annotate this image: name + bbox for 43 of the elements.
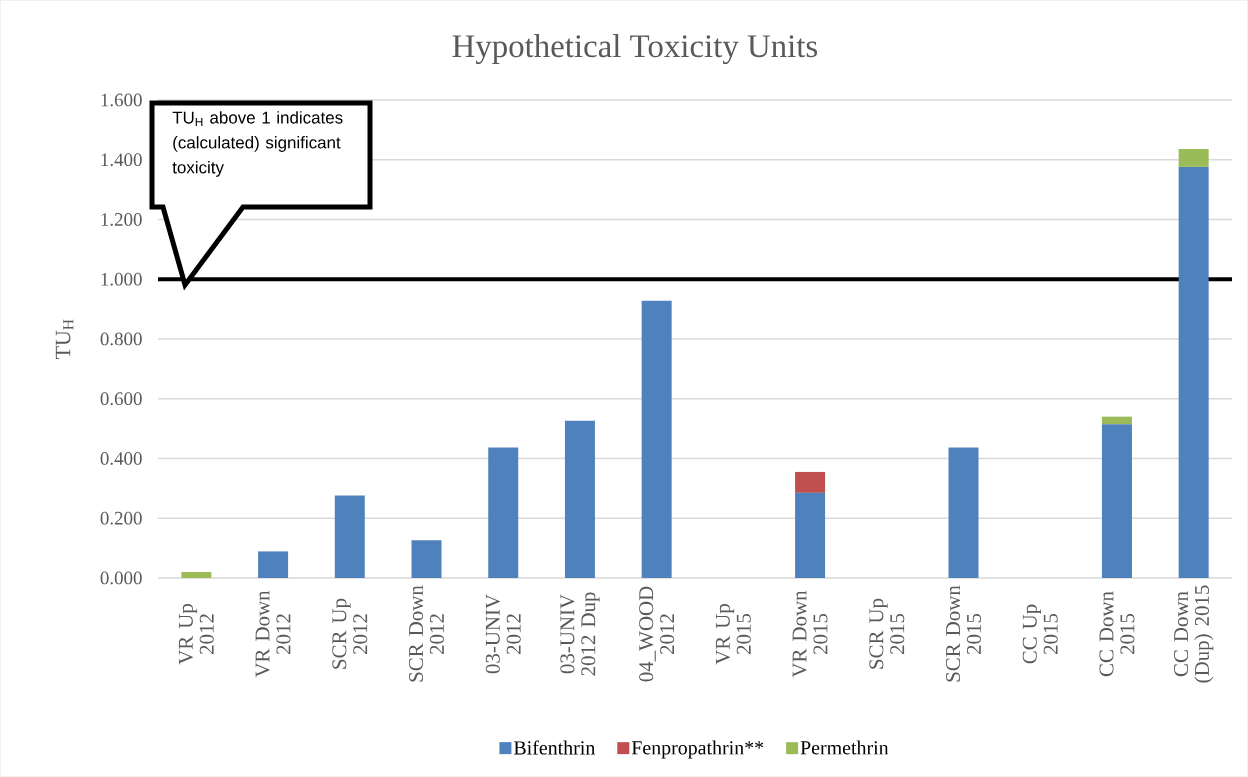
bar — [181, 572, 212, 578]
bar — [334, 495, 365, 578]
y-tick-label: 1.400 — [101, 153, 142, 167]
bar — [488, 447, 519, 578]
y-tick-label: 0.000 — [100, 571, 142, 585]
x-tick-label: SCR Down 2012 — [409, 585, 444, 682]
x-tick-label: 04_WOOD 2012 — [639, 586, 675, 682]
x-tick-label: SCR Down 2015 — [946, 585, 981, 682]
bar — [795, 492, 826, 578]
bar — [795, 471, 826, 493]
x-tick-label: VR Down 2015 — [792, 590, 828, 678]
x-tick-label: SCR Up 2012 — [332, 598, 368, 669]
x-tick-label: VR Up 2012 — [178, 604, 214, 665]
bar — [641, 300, 672, 578]
y-tick-label: 1.600 — [101, 93, 142, 107]
y-tick-label: 0.800 — [100, 332, 142, 346]
bar — [1101, 424, 1132, 578]
legend-label: Fenpropathrin** — [631, 740, 764, 759]
bar — [1101, 416, 1132, 425]
y-tick-label: 0.600 — [100, 392, 142, 406]
bar — [948, 447, 979, 578]
y-tick-label: 1.200 — [101, 213, 142, 226]
y-tick-label: 1.000 — [101, 272, 142, 286]
x-tick-label: VR Down 2012 — [255, 590, 291, 678]
x-tick-label: CC Down (Dup) 2015 — [1174, 585, 1214, 683]
bar — [411, 540, 442, 578]
y-tick-label: 0.400 — [100, 452, 142, 465]
bar — [1178, 148, 1209, 167]
x-tick-label: 03-UNIV 2012 — [485, 594, 521, 674]
annotation: TU$_{H}$ above 1 indicates (calculated) significant toxicity — [172, 111, 343, 177]
bar — [1178, 166, 1209, 578]
x-tick-label: SCR Up 2015 — [869, 598, 905, 669]
chart-title: Hypothetical Toxicity Units — [452, 34, 818, 65]
legend-label: Bifenthrin — [513, 740, 596, 755]
y-tick-label: 0.200 — [100, 511, 142, 525]
x-tick-label: VR Up 2015 — [715, 604, 751, 665]
bar — [564, 420, 595, 578]
x-tick-label: 03-UNIV 2012 Dup — [560, 592, 600, 676]
legend-label: Permethrin — [800, 740, 889, 755]
x-tick-label: CC Down 2015 — [1099, 591, 1135, 677]
x-tick-label: CC Up 2015 — [1022, 604, 1058, 664]
y-axis-title: TU$_{H}$ — [55, 319, 74, 359]
bar — [258, 551, 289, 578]
